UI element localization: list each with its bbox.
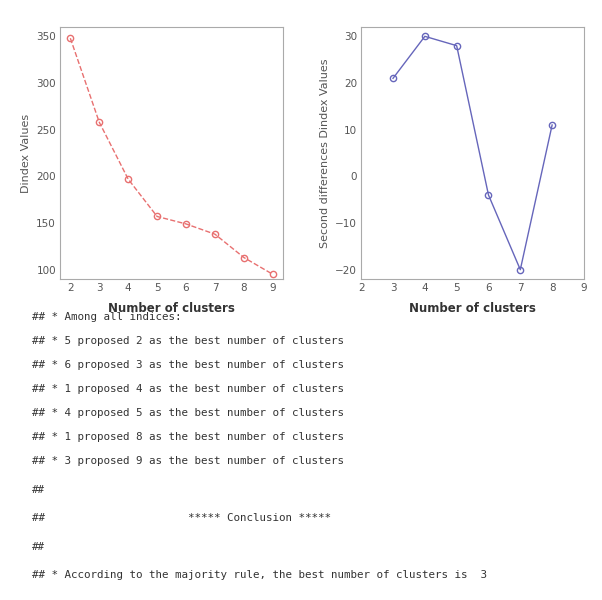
X-axis label: Number of clusters: Number of clusters [108,301,235,314]
Text: ##                      ***** Conclusion *****: ## ***** Conclusion ***** [33,514,331,523]
Text: ## * 1 proposed 8 as the best number of clusters: ## * 1 proposed 8 as the best number of … [33,432,344,442]
Text: ## * 5 proposed 2 as the best number of clusters: ## * 5 proposed 2 as the best number of … [33,336,344,346]
Text: ## * 1 proposed 4 as the best number of clusters: ## * 1 proposed 4 as the best number of … [33,384,344,394]
Y-axis label: Second differences Dindex Values: Second differences Dindex Values [320,58,330,248]
Text: ## * 3 proposed 9 as the best number of clusters: ## * 3 proposed 9 as the best number of … [33,457,344,466]
Text: ## * According to the majority rule, the best number of clusters is  3: ## * According to the majority rule, the… [33,571,487,580]
Text: ##: ## [33,542,45,552]
Text: ##: ## [33,485,45,495]
Text: ## * Among all indices:: ## * Among all indices: [33,312,182,322]
Text: ## * 4 proposed 5 as the best number of clusters: ## * 4 proposed 5 as the best number of … [33,408,344,418]
Text: ## * 6 proposed 3 as the best number of clusters: ## * 6 proposed 3 as the best number of … [33,360,344,370]
Y-axis label: Dindex Values: Dindex Values [20,113,31,193]
X-axis label: Number of clusters: Number of clusters [409,301,536,314]
